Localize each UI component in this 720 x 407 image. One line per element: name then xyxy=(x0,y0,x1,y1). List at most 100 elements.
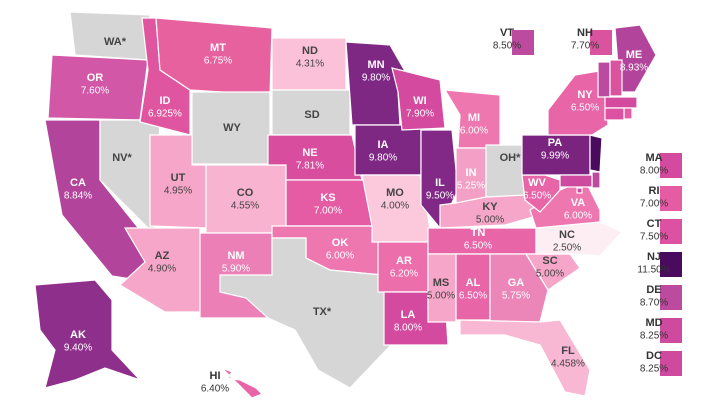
state-abbr: RI xyxy=(649,185,660,197)
legend-swatch xyxy=(590,30,612,55)
state-shape xyxy=(489,253,549,323)
state-rate: 7.00% xyxy=(640,199,668,210)
legend-swatch xyxy=(660,285,682,310)
state-shape xyxy=(219,237,413,389)
state-abbr: VT xyxy=(500,27,514,39)
state-rate: 6.20% xyxy=(390,269,418,280)
state-abbr: TN xyxy=(471,227,486,239)
state-abbr: MI xyxy=(468,112,480,124)
state-rate: 6.00% xyxy=(564,211,592,222)
state-rate: 9.80% xyxy=(369,153,397,164)
state-abbr: AL xyxy=(466,277,481,289)
state-rate: 6.50% xyxy=(571,103,599,114)
state-rate: 2.50% xyxy=(553,243,581,254)
state-abbr: AZ xyxy=(155,250,170,262)
state-abbr: CA xyxy=(70,177,86,189)
state-shape xyxy=(559,174,593,188)
state-abbr: WY xyxy=(223,122,241,134)
state-abbr: NV* xyxy=(112,152,132,164)
state-shape xyxy=(604,107,625,121)
state-rate: 5.90% xyxy=(222,264,250,275)
state-abbr: DC xyxy=(646,350,662,362)
state-abbr: OK xyxy=(332,237,349,249)
state-shape xyxy=(576,187,583,194)
state-abbr: IA xyxy=(378,139,389,151)
state-shape xyxy=(119,227,201,313)
state-rate: 8.25% xyxy=(640,331,668,342)
state-rate: 11.50% xyxy=(637,265,670,276)
state-shape xyxy=(377,241,429,293)
state-rate: 7.60% xyxy=(81,86,109,97)
state-abbr: AR xyxy=(396,255,412,267)
state-rate: 6.00% xyxy=(326,251,354,262)
state-abbr: TX* xyxy=(313,306,332,318)
state-rate: 6.50% xyxy=(464,241,492,252)
state-rate: 8.93% xyxy=(620,63,648,74)
state-rate: 4.90% xyxy=(148,264,176,275)
state-shape xyxy=(597,61,611,98)
state-rate: 4.458% xyxy=(551,359,585,370)
state-shape xyxy=(427,253,457,323)
state-abbr: UT xyxy=(171,172,186,184)
state-shape xyxy=(205,164,287,234)
state-rate: 6.50% xyxy=(523,191,551,202)
state-abbr: HI xyxy=(210,370,221,382)
state-shape xyxy=(34,279,141,389)
state-abbr: AK xyxy=(70,329,86,341)
state-abbr: PA xyxy=(548,137,563,149)
state-abbr: WI xyxy=(413,95,426,107)
state-rate: 9.40% xyxy=(64,343,92,354)
state-abbr: MT xyxy=(210,42,226,54)
state-abbr: GA xyxy=(508,277,525,289)
legend-swatch xyxy=(660,351,682,376)
state-shape xyxy=(589,134,603,173)
state-rate: 6.00% xyxy=(460,126,488,137)
state-rate: 9.80% xyxy=(362,73,390,84)
state-abbr: CO xyxy=(237,187,254,199)
state-rate: 8.70% xyxy=(640,298,668,309)
state-shape xyxy=(591,171,601,189)
state-abbr: LA xyxy=(401,309,416,321)
legend-swatch xyxy=(660,153,682,178)
state-abbr: MA xyxy=(645,152,662,164)
state-rate: 9.99% xyxy=(541,151,569,162)
state-rate: 4.31% xyxy=(296,59,324,70)
state-abbr: MO xyxy=(386,187,404,199)
state-rate: 8.00% xyxy=(640,166,668,177)
legend-swatch xyxy=(660,318,682,343)
state-rate: 8.00% xyxy=(394,323,422,334)
legend-swatch xyxy=(660,219,682,244)
state-abbr: NE xyxy=(302,147,317,159)
state-abbr: IN xyxy=(466,167,477,179)
state-abbr: MS xyxy=(433,277,450,289)
state-abbr: ID xyxy=(160,95,171,107)
state-abbr: ND xyxy=(302,45,318,57)
state-rate: 4.00% xyxy=(381,201,409,212)
state-rate: 5.00% xyxy=(427,291,455,302)
state-rate: 8.25% xyxy=(640,364,668,375)
state-rate: 7.90% xyxy=(406,109,434,120)
state-abbr: NY xyxy=(577,89,593,101)
legend-swatch xyxy=(512,30,534,55)
state-abbr: CT xyxy=(647,218,662,230)
state-shape xyxy=(609,59,623,97)
state-abbr: NH xyxy=(577,27,593,39)
state-shape xyxy=(391,67,446,131)
state-abbr: IL xyxy=(435,177,445,189)
state-shape xyxy=(623,107,633,120)
state-abbr: SC xyxy=(542,255,557,267)
state-rate: 4.55% xyxy=(231,201,259,212)
state-abbr: NJ xyxy=(647,251,661,263)
legend-swatch xyxy=(660,252,682,277)
state-abbr: SD xyxy=(304,109,319,121)
state-rate: 6.40% xyxy=(201,384,229,395)
state-abbr: FL xyxy=(561,345,575,357)
state-rate: 7.70% xyxy=(571,41,599,52)
state-abbr: OR xyxy=(87,72,104,84)
state-abbr: NC xyxy=(559,229,575,241)
state-rate: 5.75% xyxy=(502,291,530,302)
state-rate: 8.50% xyxy=(493,41,521,52)
state-rate: 8.84% xyxy=(64,191,92,202)
state-rate: 5.25% xyxy=(457,181,485,192)
